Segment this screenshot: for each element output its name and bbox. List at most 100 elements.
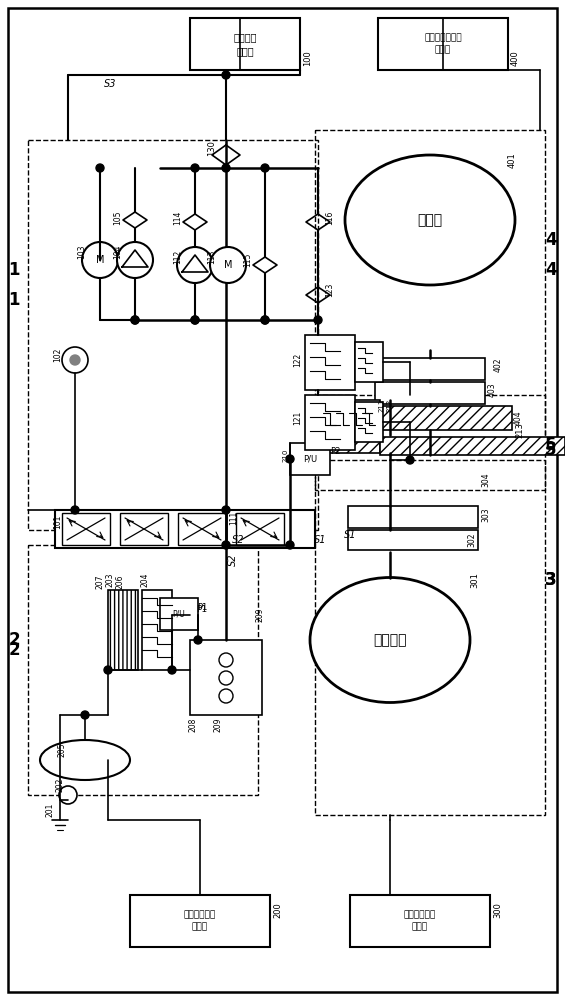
Text: 121: 121 [293,411,302,425]
Bar [315,395,545,490]
Text: 404: 404 [514,411,523,425]
Bar [348,506,478,528]
Text: 104: 104 [114,245,123,259]
Text: M: M [95,255,105,265]
Bar [355,402,383,442]
Text: 4: 4 [545,261,557,279]
Bar [315,130,545,450]
Bar [380,437,565,455]
Circle shape [177,247,213,283]
Text: 208: 208 [189,718,198,732]
Text: P1: P1 [197,602,207,611]
Text: 402: 402 [493,358,502,372]
Text: 200: 200 [273,902,282,918]
Text: P1: P1 [197,605,207,614]
Text: 101: 101 [54,515,63,529]
Bar [62,513,110,545]
Text: 1: 1 [8,291,20,309]
Bar [178,513,226,545]
Text: 112: 112 [173,250,182,264]
Bar [375,358,485,380]
Text: S1: S1 [344,530,357,540]
Circle shape [406,456,414,464]
Bar [130,895,270,947]
Bar [290,443,330,475]
Circle shape [81,711,89,719]
Circle shape [261,316,269,324]
Ellipse shape [345,155,515,285]
Text: 204: 204 [141,573,150,587]
Text: 液压加载系统
控制器: 液压加载系统 控制器 [184,910,216,932]
Circle shape [191,316,199,324]
Circle shape [70,355,80,365]
Text: S1: S1 [314,535,326,545]
Bar [236,513,284,545]
Text: 测功机加载系统
控制器: 测功机加载系统 控制器 [424,33,462,55]
Text: 300: 300 [493,902,502,918]
Circle shape [191,316,199,324]
Circle shape [222,164,230,172]
Bar [28,140,318,530]
Text: 5: 5 [545,441,557,459]
Text: 3: 3 [545,571,557,589]
Text: S2: S2 [228,554,238,566]
Text: 102: 102 [54,348,63,362]
Bar [320,438,380,453]
Text: 403: 403 [488,383,497,397]
Bar [350,895,490,947]
Text: 123: 123 [325,283,334,297]
Circle shape [82,242,118,278]
Ellipse shape [310,578,470,702]
Text: 3: 3 [545,571,557,589]
Circle shape [117,242,153,278]
Text: 111: 111 [229,511,238,525]
Text: 122: 122 [293,353,302,367]
Text: 203: 203 [106,573,115,587]
Bar [142,590,172,670]
Text: 1: 1 [8,261,20,279]
Text: 209: 209 [214,718,223,732]
Text: 304: 304 [481,473,490,487]
Text: 205: 205 [58,743,67,757]
Text: P/U: P/U [173,609,185,618]
Bar [55,510,315,548]
Circle shape [131,316,139,324]
Text: 4: 4 [545,231,557,249]
Text: 400: 400 [511,50,519,66]
Text: 116: 116 [325,211,334,225]
Circle shape [131,316,139,324]
Text: 302: 302 [467,533,476,547]
Text: 2: 2 [8,631,20,649]
Circle shape [168,666,176,674]
Circle shape [314,316,322,324]
Circle shape [261,316,269,324]
Ellipse shape [40,740,130,780]
Bar [28,545,258,795]
Circle shape [59,786,77,804]
Circle shape [62,347,88,373]
Text: 210: 210 [283,448,289,462]
Text: 105: 105 [114,211,123,225]
Text: 115: 115 [244,253,253,267]
Bar [108,590,138,670]
Circle shape [104,666,112,674]
Bar [348,530,478,550]
Circle shape [191,164,199,172]
Text: 209: 209 [255,608,264,622]
Text: 100: 100 [303,50,312,66]
Text: 213: 213 [515,422,524,438]
Text: 103: 103 [77,245,86,259]
Bar [120,513,168,545]
Circle shape [219,671,233,685]
Bar [348,406,512,430]
Circle shape [96,164,104,172]
Text: 301: 301 [471,572,480,588]
Text: P2: P2 [330,448,340,456]
Text: 车用电机: 车用电机 [373,633,407,647]
Bar [305,395,355,450]
Text: P/U: P/U [303,454,317,464]
Text: 113: 113 [207,250,216,264]
Text: 202: 202 [55,778,64,792]
Circle shape [222,541,230,549]
Text: S3: S3 [104,79,116,89]
